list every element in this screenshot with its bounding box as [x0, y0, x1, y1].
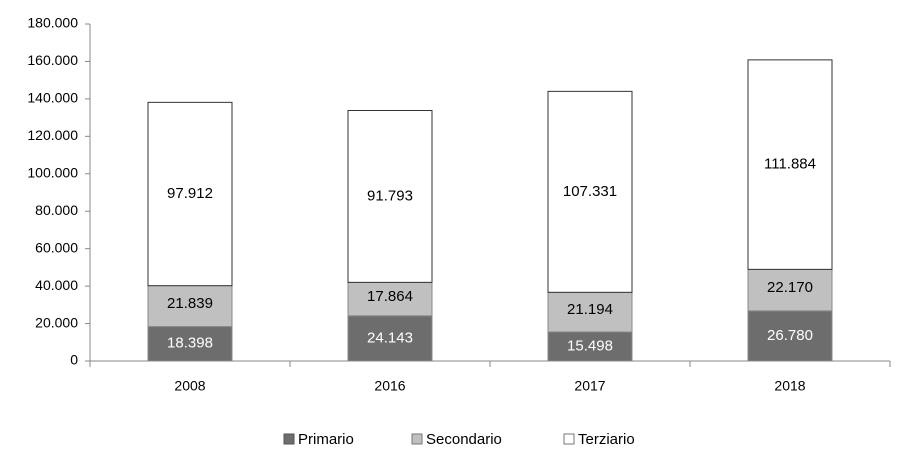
data-label: 107.331 [563, 183, 617, 200]
data-label: 21.839 [167, 295, 213, 312]
bar-segment [147, 101, 233, 287]
y-tick-label: 20.000 [35, 314, 78, 330]
legend-label: Terziario [578, 431, 635, 448]
y-tick-label: 40.000 [35, 277, 78, 293]
y-tick-label: 80.000 [35, 202, 78, 218]
legend-swatch [283, 433, 295, 445]
data-label: 111.884 [764, 156, 816, 173]
y-tick-label: 120.000 [27, 127, 78, 143]
data-label: 91.793 [367, 187, 413, 204]
data-label: 18.398 [167, 335, 213, 352]
bar-segment [547, 291, 633, 333]
y-tick-label: 140.000 [27, 90, 78, 106]
x-tick-label: 2008 [174, 378, 205, 394]
y-tick-label: 100.000 [27, 164, 78, 180]
x-tick-label: 2016 [374, 378, 405, 394]
bar-segment [147, 285, 233, 328]
data-label: 21.194 [567, 301, 613, 318]
bar-segment [747, 59, 833, 270]
legend-swatch [563, 433, 575, 445]
data-label: 15.498 [567, 337, 613, 354]
data-label: 97.912 [167, 185, 213, 202]
y-tick-label: 180.000 [27, 15, 78, 31]
bar-segment [547, 90, 633, 293]
data-label: 26.780 [767, 327, 813, 344]
x-tick-label: 2018 [774, 378, 805, 394]
bar-segment [347, 109, 433, 283]
legend-swatch [411, 433, 423, 445]
bar-segment [747, 310, 833, 362]
data-label: 17.864 [367, 288, 413, 305]
y-tick-label: 160.000 [27, 52, 78, 68]
data-label: 24.143 [367, 329, 413, 346]
bar-segment [347, 315, 433, 362]
bar-segment [147, 326, 233, 362]
y-tick-label: 60.000 [35, 239, 78, 255]
data-label: 22.170 [767, 279, 813, 296]
legend-label: Secondario [426, 431, 502, 448]
y-tick-label: 0 [70, 352, 78, 368]
bar-segment [347, 281, 433, 317]
legend-label: Primario [298, 431, 354, 448]
x-tick-label: 2017 [574, 378, 605, 394]
